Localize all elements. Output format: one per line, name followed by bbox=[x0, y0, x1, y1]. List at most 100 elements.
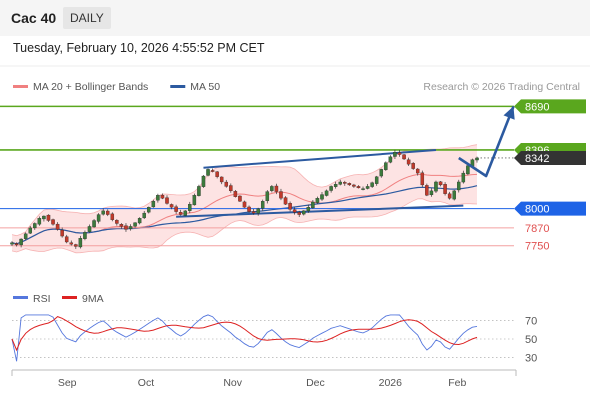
candle bbox=[370, 181, 374, 189]
candle bbox=[411, 162, 415, 170]
candle-body bbox=[192, 195, 197, 206]
rsi-tick-70: 70 bbox=[525, 315, 537, 327]
candle bbox=[74, 243, 78, 249]
candle bbox=[434, 180, 438, 193]
candle-body bbox=[74, 244, 78, 247]
candle bbox=[92, 218, 96, 228]
candle bbox=[178, 209, 183, 216]
candle-body bbox=[51, 219, 55, 225]
candle bbox=[352, 183, 356, 188]
candle bbox=[297, 210, 301, 217]
candle-body bbox=[23, 233, 28, 239]
channel-upper-line bbox=[203, 148, 437, 169]
candle-body bbox=[137, 218, 142, 224]
candle bbox=[343, 180, 347, 186]
candle bbox=[292, 207, 297, 215]
candle bbox=[251, 209, 256, 215]
candle bbox=[60, 227, 64, 238]
forecast-arrow-head bbox=[503, 106, 515, 120]
candle-body bbox=[356, 186, 361, 189]
candle-body bbox=[343, 182, 347, 184]
candle bbox=[174, 204, 178, 215]
candle bbox=[415, 168, 420, 176]
candle-body bbox=[188, 204, 192, 211]
candle-body bbox=[429, 190, 434, 196]
candle bbox=[110, 212, 115, 222]
candle-body bbox=[297, 212, 301, 215]
candle-body bbox=[320, 194, 324, 200]
candle bbox=[384, 161, 388, 171]
candle bbox=[443, 182, 447, 196]
candle-body bbox=[60, 229, 64, 237]
level-label-text: 7750 bbox=[525, 241, 549, 253]
candle bbox=[119, 223, 124, 229]
candle-body bbox=[142, 212, 146, 219]
candle bbox=[215, 170, 219, 179]
candle bbox=[224, 179, 229, 188]
candle bbox=[324, 189, 329, 197]
candle bbox=[137, 217, 142, 225]
candle-body bbox=[265, 191, 270, 202]
candle bbox=[388, 155, 393, 164]
candle bbox=[274, 183, 279, 195]
candle-body bbox=[33, 223, 37, 229]
candle-body bbox=[306, 207, 311, 212]
candle bbox=[183, 210, 187, 217]
rsi-ma-legend-label: 9MA bbox=[82, 293, 104, 305]
candle bbox=[197, 184, 201, 197]
candle bbox=[105, 209, 110, 217]
candle bbox=[28, 225, 32, 235]
candle bbox=[288, 201, 292, 212]
candle bbox=[55, 222, 60, 231]
candle bbox=[397, 150, 402, 157]
level-label-8690: 8690 bbox=[514, 99, 586, 114]
candle bbox=[33, 222, 37, 230]
level-label-text: 8342 bbox=[525, 153, 549, 165]
candle bbox=[142, 210, 146, 220]
candle-body bbox=[279, 191, 283, 199]
candle bbox=[402, 153, 406, 161]
candle bbox=[406, 157, 411, 166]
candle bbox=[425, 183, 429, 197]
level-label-box bbox=[514, 99, 586, 114]
candle-body bbox=[333, 184, 338, 187]
candle-body bbox=[201, 175, 206, 187]
candle-body bbox=[151, 201, 156, 208]
candle-body bbox=[224, 181, 229, 187]
candle bbox=[429, 188, 434, 197]
candle-body bbox=[210, 170, 215, 172]
candle-body bbox=[251, 211, 256, 214]
candle-body bbox=[256, 208, 260, 214]
candle-body bbox=[283, 197, 288, 205]
candle bbox=[78, 235, 83, 249]
timeframe-badge[interactable]: DAILY bbox=[63, 7, 111, 29]
candle bbox=[10, 241, 14, 246]
candle bbox=[201, 174, 206, 188]
candle-body bbox=[165, 197, 169, 204]
candle bbox=[475, 156, 479, 163]
candle-body bbox=[78, 238, 83, 248]
candle bbox=[270, 184, 274, 193]
candle bbox=[461, 170, 466, 184]
candle-body bbox=[87, 226, 92, 232]
candle bbox=[333, 181, 338, 189]
candle-body bbox=[466, 165, 470, 175]
chart-title: Cac 40 bbox=[11, 10, 57, 26]
candle-body bbox=[28, 227, 32, 234]
candle bbox=[302, 210, 306, 216]
candle-body bbox=[274, 185, 279, 192]
x-tick-nov: Nov bbox=[223, 377, 242, 389]
level-label-8342: 8342 bbox=[514, 150, 586, 165]
candle-body bbox=[247, 206, 251, 212]
rsi-ma-line bbox=[11, 316, 478, 352]
candle-body bbox=[288, 203, 292, 210]
candle bbox=[279, 188, 283, 201]
candle-body bbox=[411, 163, 415, 169]
level-label-box bbox=[514, 150, 586, 165]
candle-body bbox=[384, 162, 388, 170]
candle bbox=[169, 203, 174, 210]
rsi-ma-legend-swatch bbox=[62, 296, 77, 299]
candle bbox=[242, 200, 247, 208]
candle bbox=[361, 186, 365, 191]
